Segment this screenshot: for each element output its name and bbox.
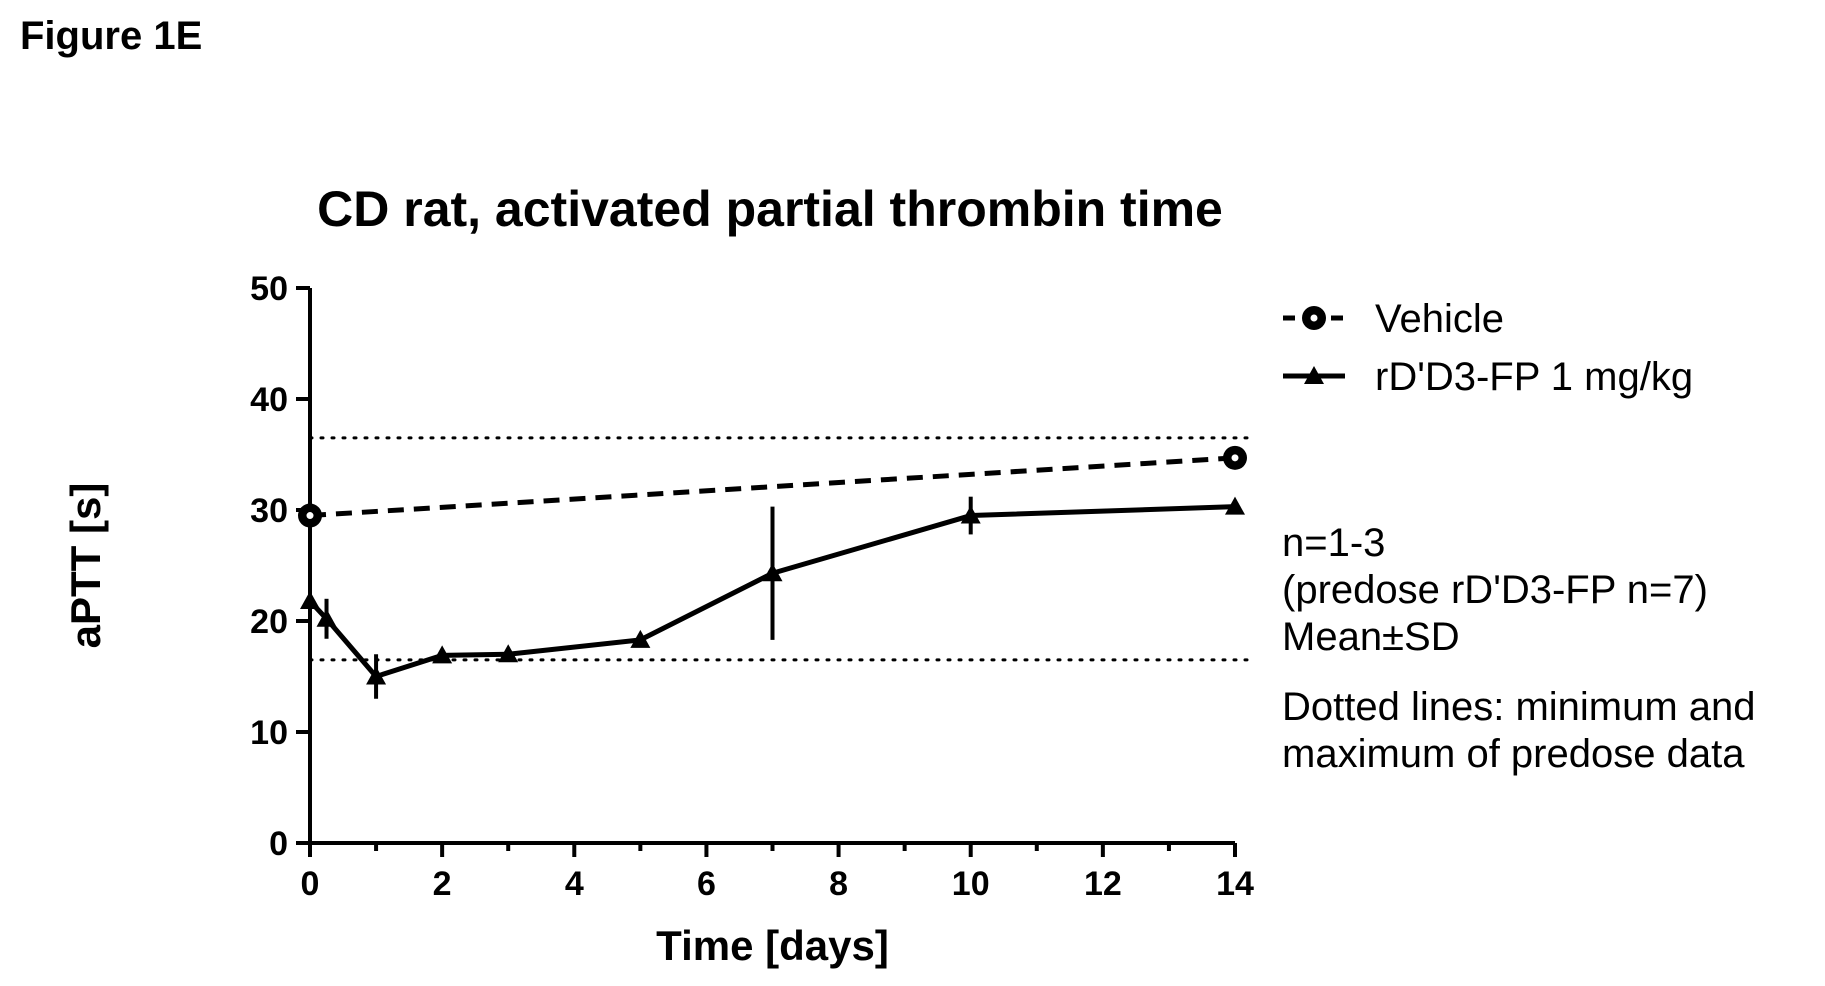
legend-item-rdd3: rD'D3-FP 1 mg/kg xyxy=(1283,355,1693,399)
data-point-rdd3 xyxy=(960,505,981,524)
note-predose: (predose rD'D3-FP n=7) xyxy=(1282,568,1708,613)
data-point-rdd3 xyxy=(762,563,783,582)
y-tick-label: 0 xyxy=(269,825,288,863)
note-dotted-1: Dotted lines: minimum and xyxy=(1282,684,1756,729)
data-point-rdd3 xyxy=(316,608,337,627)
x-tick-label: 6 xyxy=(697,865,716,903)
y-tick-label: 30 xyxy=(250,492,288,530)
legend-marker-vehicle-center xyxy=(1310,314,1318,322)
x-tick-label: 12 xyxy=(1084,865,1122,903)
data-point-vehicle-center xyxy=(306,512,314,520)
series-vehicle xyxy=(298,445,1247,528)
y-tick-label: 40 xyxy=(250,381,288,419)
x-tick-label: 4 xyxy=(565,865,584,903)
legend-item-vehicle: Vehicle xyxy=(1283,297,1504,341)
x-tick-label: 0 xyxy=(301,865,320,903)
legend-label-rdd3: rD'D3-FP 1 mg/kg xyxy=(1375,355,1693,399)
note-spacer xyxy=(1282,662,1756,684)
legend-marker-rdd3 xyxy=(1304,366,1324,384)
data-point-rdd3 xyxy=(630,629,651,648)
y-tick-label: 20 xyxy=(250,603,288,641)
data-point-rdd3 xyxy=(498,644,519,663)
x-tick-label: 8 xyxy=(829,865,848,903)
figure-label: Figure 1E xyxy=(20,14,203,58)
x-tick-label: 2 xyxy=(433,865,452,903)
note-n: n=1-3 xyxy=(1282,521,1386,565)
data-point-rdd3 xyxy=(300,591,320,610)
legend: Vehicle rD'D3-FP 1 mg/kg xyxy=(1283,297,1693,399)
data-point-rdd3 xyxy=(1225,496,1245,515)
series-layer xyxy=(298,445,1247,699)
x-axis-title: Time [days] xyxy=(656,922,889,969)
note-stat: Mean±SD xyxy=(1282,615,1460,660)
y-axis-title: aPTT [s] xyxy=(62,483,109,649)
y-tick-label: 50 xyxy=(250,270,288,308)
series-rdd3 xyxy=(300,496,1245,699)
axes: 0 10 20 30 40 50 0 2 4 6 8 10 12 14 xyxy=(250,270,1254,903)
note-dotted-2: maximum of predose data xyxy=(1282,731,1745,776)
legend-label-vehicle: Vehicle xyxy=(1375,297,1504,341)
x-tick-label: 10 xyxy=(952,865,990,903)
x-tick-label: 14 xyxy=(1216,865,1254,903)
data-point-rdd3 xyxy=(366,666,387,685)
data-point-rdd3 xyxy=(432,645,453,664)
chart-title: CD rat, activated partial thrombin time xyxy=(317,181,1223,237)
data-point-vehicle-center xyxy=(1231,454,1239,462)
chart-notes: n=1-3 (predose rD'D3-FP n=7) Mean±SD Dot… xyxy=(1282,520,1756,778)
reference-lines xyxy=(308,436,1250,662)
y-tick-label: 10 xyxy=(250,714,288,752)
